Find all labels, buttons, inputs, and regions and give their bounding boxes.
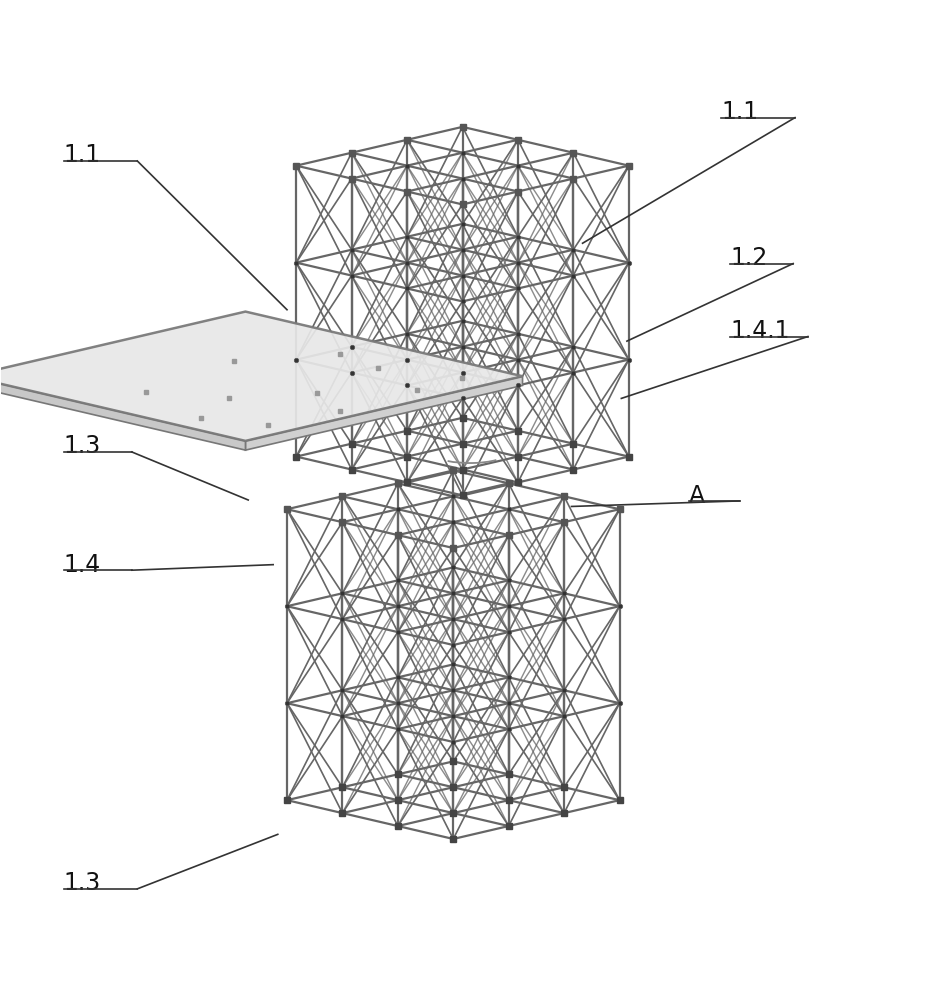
Text: 1.4.1: 1.4.1 — [731, 319, 790, 343]
Text: 1.3: 1.3 — [64, 871, 101, 895]
Polygon shape — [0, 376, 245, 450]
Text: 1.1: 1.1 — [64, 143, 101, 167]
Text: 1.2: 1.2 — [731, 246, 768, 270]
Text: 1.1: 1.1 — [722, 100, 758, 124]
Text: 1.3: 1.3 — [64, 434, 101, 458]
Polygon shape — [245, 376, 523, 450]
Polygon shape — [0, 312, 523, 441]
Text: A: A — [689, 484, 705, 508]
Text: 1.4: 1.4 — [64, 553, 101, 577]
